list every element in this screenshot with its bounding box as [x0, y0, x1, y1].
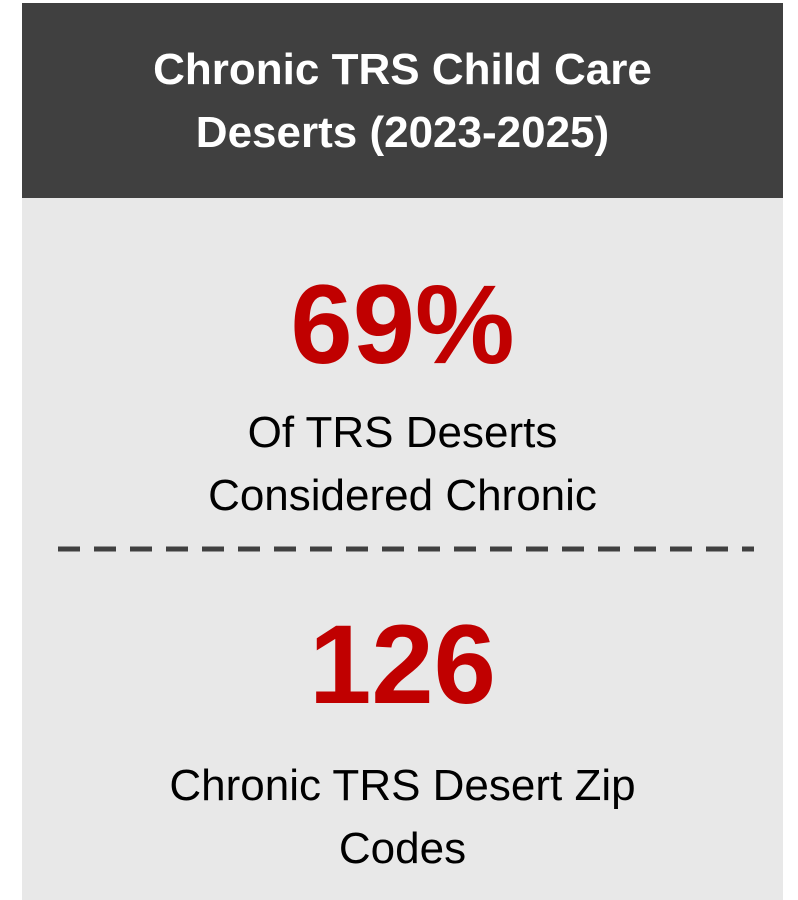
dashed-divider: [58, 546, 754, 552]
header: Chronic TRS Child Care Deserts (2023-202…: [22, 3, 783, 198]
stat-label: Chronic TRS Desert Zip Codes: [169, 761, 636, 873]
stat-label: Of TRS Deserts Considered Chronic: [208, 408, 597, 520]
title: Chronic TRS Child Care Deserts (2023-202…: [153, 44, 652, 157]
stat-value: 126: [309, 602, 496, 727]
stat-value: 69%: [290, 262, 515, 387]
infographic-card: Chronic TRS Child Care Deserts (2023-202…: [22, 3, 783, 900]
